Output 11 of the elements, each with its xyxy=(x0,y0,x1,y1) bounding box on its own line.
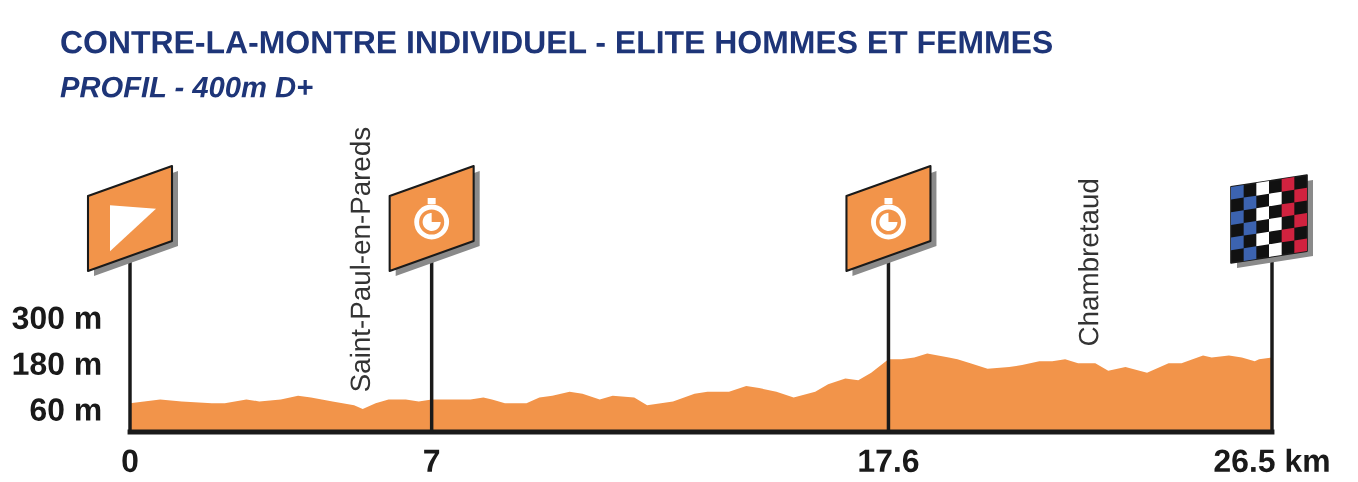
chart-subtitle: PROFIL - 400m D+ xyxy=(60,76,313,98)
y-tick-label: 180 m xyxy=(13,352,101,376)
x-tick-label: 0 xyxy=(122,449,138,473)
chart-title: CONTRE-LA-MONTRE INDIVIDUEL - ELITE HOMMES ET FEMMES xyxy=(61,30,1052,54)
x-tick-label: 26.5 km xyxy=(1214,448,1329,473)
x-tick-label: 7 xyxy=(424,449,440,472)
x-tick-label: 17.6 xyxy=(859,449,919,473)
annotation: Chambretaud xyxy=(1078,179,1099,346)
annotation: Saint-Paul-en-Pareds xyxy=(349,127,371,392)
y-tick-label: 300 m xyxy=(12,306,101,330)
y-tick-label: 60 m xyxy=(30,398,101,421)
